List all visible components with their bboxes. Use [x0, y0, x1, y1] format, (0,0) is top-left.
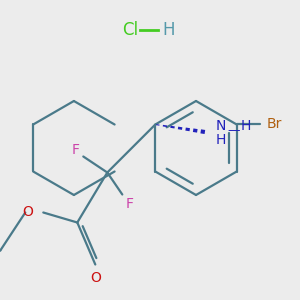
Text: H: H	[240, 119, 251, 134]
Text: F: F	[125, 197, 133, 212]
Text: H: H	[215, 134, 226, 148]
Text: F: F	[71, 143, 79, 158]
Text: Cl: Cl	[122, 21, 138, 39]
Text: N: N	[215, 119, 226, 134]
Text: Br: Br	[267, 118, 282, 131]
Text: O: O	[22, 206, 33, 220]
Text: O: O	[90, 272, 101, 286]
Text: H: H	[162, 21, 175, 39]
Text: —: —	[227, 124, 240, 137]
